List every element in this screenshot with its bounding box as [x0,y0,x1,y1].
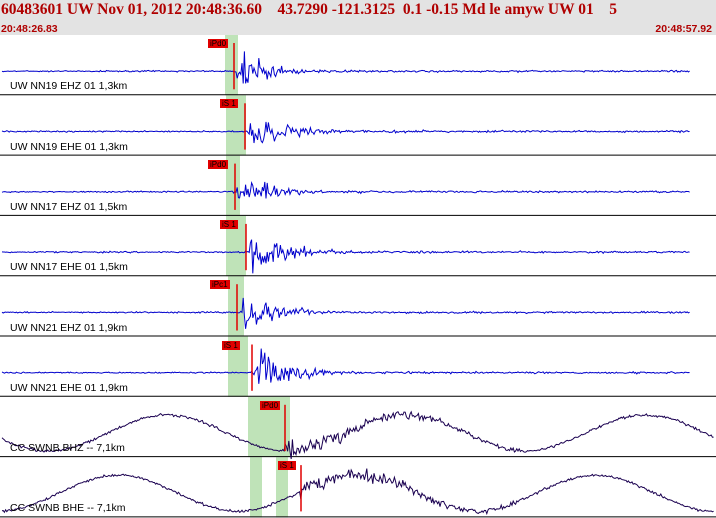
trace-label: UW NN21 EHE 01 1,9km [10,381,128,394]
waveform-trace [1,51,690,84]
waveform-trace [1,180,690,199]
waveform-trace [1,410,714,460]
pick-window-band [226,215,246,277]
trace-separators [0,94,716,518]
time-end: 20:48:57.92 [655,23,712,35]
phase-pick-flag[interactable]: iPd0 [208,39,229,48]
pick-window-band [276,457,288,518]
waveform-trace [1,468,714,516]
pick-window-band [228,276,244,337]
event-title: 60483601 UW Nov 01, 2012 20:48:36.60 43.… [1,1,617,18]
phase-pick-flag[interactable]: iS 1 [278,461,296,471]
phase-pick-flag[interactable]: iPd0 [208,159,229,169]
trace-label: UW NN17 EHE 01 1,5km [10,261,128,274]
trace-label: CC SWNB BHZ -- 7,1km [10,442,125,455]
time-start: 20:48:26.83 [1,23,58,35]
phase-pick-flag[interactable]: iS 1 [220,99,238,109]
waveform-trace [1,239,690,274]
waveforms [1,51,714,516]
event-header: 60483601 UW Nov 01, 2012 20:48:36.60 43.… [0,0,716,35]
waveform-trace [1,121,690,144]
pick-window-band [226,155,240,216]
trace-label: UW NN19 EHE 01 1,3km [10,140,128,153]
pick-window-band [226,95,246,156]
trace-label: CC SWNB BHE -- 7,1km [10,502,126,515]
trace-label: UW NN21 EHZ 01 1,9km [10,321,128,334]
phase-pick-flag[interactable]: iS 1 [220,219,238,229]
phase-pick-flag[interactable]: iS 1 [222,340,240,350]
trace-label: UW NN17 EHZ 01 1,5km [10,200,128,213]
waveform-trace [1,297,690,329]
waveform-trace [1,348,690,384]
pick-window-band [250,457,262,518]
phase-pick-flag[interactable]: iPc1 [210,280,230,290]
pick-lines [233,43,302,512]
trace-label: UW NN19 EHZ 01 1,3km [10,80,128,93]
pick-window-band [228,336,248,397]
phase-pick-flag[interactable]: iPd0 [260,400,281,410]
